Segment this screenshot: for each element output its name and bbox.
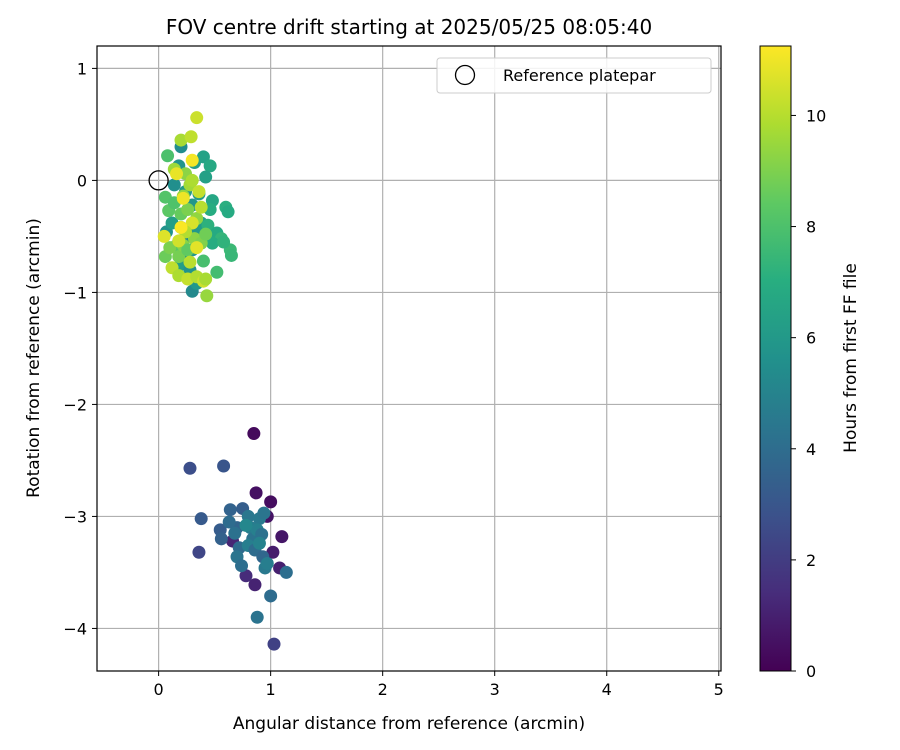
- data-point: [217, 459, 231, 473]
- data-point: [214, 532, 228, 546]
- data-point: [199, 272, 213, 286]
- y-tick-label: −4: [63, 619, 87, 638]
- colorbar-tick-label: 8: [806, 218, 816, 237]
- y-tick-label: −1: [63, 283, 87, 302]
- data-point: [172, 234, 186, 248]
- data-point: [190, 111, 204, 125]
- data-point: [210, 265, 224, 279]
- data-point: [267, 637, 281, 651]
- data-point: [170, 167, 184, 181]
- y-tick-label: 0: [77, 171, 87, 190]
- data-point: [200, 289, 214, 303]
- x-tick-label: 4: [602, 680, 612, 699]
- data-point: [250, 610, 264, 624]
- x-tick-label: 1: [266, 680, 276, 699]
- colorbar-tick-label: 4: [806, 440, 816, 459]
- data-point: [185, 153, 199, 167]
- data-point: [196, 254, 210, 268]
- data-point: [199, 227, 213, 241]
- y-tick-label: 1: [77, 59, 87, 78]
- data-point: [252, 536, 266, 550]
- x-tick-label: 5: [714, 680, 724, 699]
- chart-title: FOV centre drift starting at 2025/05/25 …: [166, 15, 652, 39]
- data-point: [167, 178, 181, 192]
- data-point: [172, 250, 186, 264]
- reference-marker: [148, 170, 169, 191]
- data-point: [224, 248, 238, 262]
- data-point: [205, 236, 219, 250]
- y-axis: −4 −3 −2 −1 0 1: [63, 59, 97, 638]
- colorbar: 0 2 4 6 8 10 Hours from first FF file: [759, 45, 861, 681]
- data-point: [264, 495, 278, 509]
- x-axis: 0 1 2 3 4 5: [154, 671, 724, 699]
- data-point: [196, 150, 210, 164]
- data-point: [192, 545, 206, 559]
- x-tick-label: 2: [378, 680, 388, 699]
- colorbar-tick-label: 10: [806, 106, 826, 125]
- data-point: [279, 565, 293, 579]
- plot-frame: [96, 45, 722, 672]
- data-points: [157, 111, 293, 651]
- legend-box: [436, 57, 712, 94]
- data-point: [248, 578, 262, 592]
- x-tick-label: 3: [490, 680, 500, 699]
- data-point: [194, 512, 208, 526]
- x-tick-label: 0: [154, 680, 164, 699]
- data-point: [190, 241, 204, 255]
- data-point: [185, 216, 199, 230]
- x-axis-label: Angular distance from reference (arcmin): [233, 714, 585, 734]
- data-point: [249, 486, 263, 500]
- colorbar-tick-label: 6: [806, 329, 816, 348]
- reference-point: [148, 170, 169, 191]
- y-tick-label: −3: [63, 507, 87, 526]
- data-point: [222, 515, 236, 529]
- y-tick-label: −2: [63, 395, 87, 414]
- data-point: [183, 255, 197, 269]
- data-point: [185, 173, 199, 187]
- colorbar-gradient: [759, 45, 792, 672]
- data-point: [235, 559, 249, 573]
- data-point: [264, 589, 278, 603]
- data-point: [221, 205, 235, 219]
- legend: Reference platepar: [436, 57, 712, 94]
- data-point: [266, 545, 280, 559]
- data-point: [192, 185, 206, 199]
- data-point: [260, 556, 274, 570]
- data-point: [247, 427, 261, 441]
- data-point: [176, 191, 190, 205]
- data-point: [228, 526, 242, 540]
- data-point: [239, 518, 253, 532]
- data-point: [199, 170, 213, 184]
- data-point: [275, 530, 289, 544]
- data-point: [174, 220, 188, 234]
- y-axis-label: Rotation from reference (arcmin): [24, 218, 44, 498]
- data-point: [163, 241, 177, 255]
- data-point: [157, 229, 171, 243]
- data-point: [183, 461, 197, 475]
- colorbar-tick-label: 2: [806, 551, 816, 570]
- data-point: [203, 159, 217, 173]
- data-point: [217, 235, 231, 249]
- data-point: [239, 569, 253, 583]
- colorbar-tick-label: 0: [806, 662, 816, 681]
- data-point: [257, 506, 271, 520]
- data-point: [184, 130, 198, 144]
- data-point: [174, 133, 188, 147]
- legend-marker-icon: [454, 64, 476, 86]
- data-point: [194, 200, 208, 214]
- data-point: [161, 149, 175, 163]
- colorbar-label: Hours from first FF file: [841, 263, 861, 453]
- colorbar-ticks: 0 2 4 6 8 10: [791, 106, 826, 681]
- legend-entry: Reference platepar: [503, 66, 656, 85]
- data-point: [223, 503, 237, 517]
- data-point: [181, 203, 195, 217]
